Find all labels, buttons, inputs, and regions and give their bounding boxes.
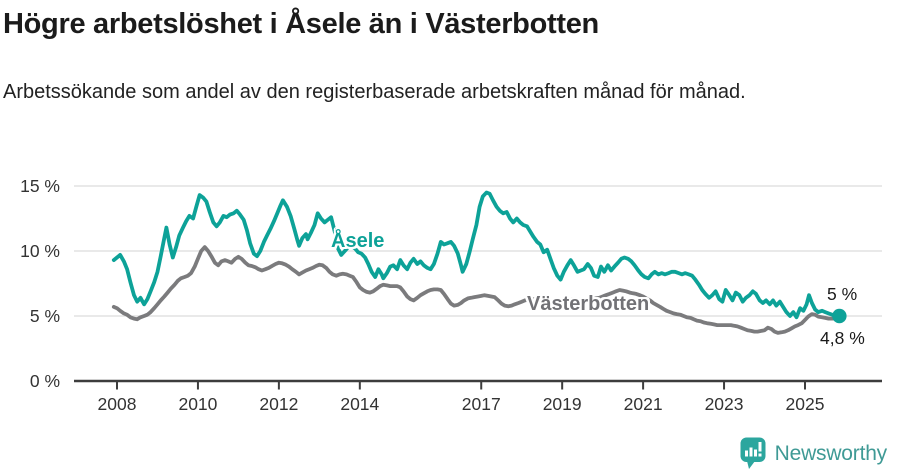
series-label-vasterbotten: Västerbotten	[527, 293, 650, 315]
end-value-vasterbotten: 4,8 %	[820, 328, 865, 348]
y-axis-label: 5 %	[30, 306, 60, 326]
newsworthy-logo: Newsworthy	[740, 437, 887, 470]
end-value-asele: 5 %	[827, 284, 858, 304]
newsworthy-logo-text: Newsworthy	[774, 441, 888, 465]
y-axis-label: 0 %	[30, 371, 60, 391]
chart-title: Högre arbetslöshet i Åsele än i Västerbo…	[3, 8, 599, 40]
x-axis-label: 2010	[178, 394, 217, 414]
series-line-sele	[111, 190, 842, 320]
x-axis-label: 2025	[786, 394, 825, 414]
series-label-asele: Åsele	[331, 230, 385, 252]
x-axis-label: 2019	[543, 394, 582, 414]
chart-subtitle: Arbetssökande som andel av den registerb…	[3, 81, 746, 103]
x-axis-label: 2023	[705, 394, 744, 414]
x-axis-label: 2008	[98, 394, 137, 414]
x-axis-label: 2014	[340, 394, 379, 414]
y-axis-label: 15 %	[20, 176, 60, 196]
series-line-vsterbotten	[111, 245, 840, 335]
y-axis-label: 10 %	[20, 241, 60, 261]
newsworthy-logo-icon	[740, 437, 766, 469]
x-axis-label: 2021	[624, 394, 663, 414]
end-dot	[832, 308, 847, 324]
x-axis-label: 2012	[259, 394, 298, 414]
line-chart: 0 % 5 % 10 % 15 % 2008 2010 2012 2014 2017 2019 20…	[20, 176, 882, 414]
x-axis-label: 2017	[462, 394, 501, 414]
